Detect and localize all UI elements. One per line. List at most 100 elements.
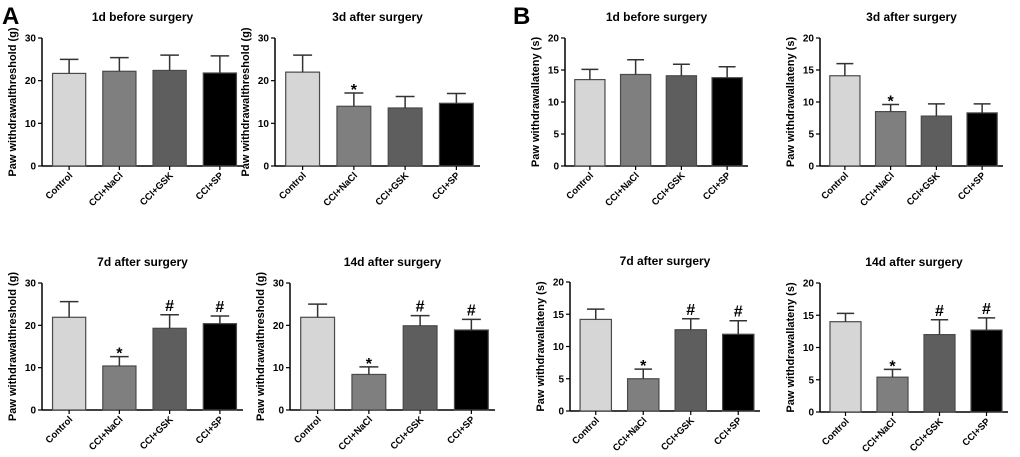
x-tick-label: CCI+SP: [712, 415, 745, 448]
y-tick-label: 0: [558, 407, 564, 418]
significance-hash: #: [686, 302, 695, 319]
y-tick-label: 20: [548, 34, 560, 45]
significance-hash: #: [734, 304, 743, 321]
bar-cci-sp: [966, 112, 998, 167]
y-tick-label: 15: [548, 66, 560, 77]
y-tick-label: 30: [273, 279, 285, 290]
bar-cci-sp: [711, 77, 743, 167]
chart-title: 1d before surgery: [92, 10, 194, 24]
x-tick-label: CCI+SP: [194, 170, 227, 203]
chart-title: 7d after surgery: [620, 254, 711, 268]
bar-control: [829, 321, 862, 413]
y-tick-label: 20: [803, 279, 815, 290]
chart-panel-a-1: 1d before surgery 0 10 20 30 Paw withdrawalth…: [7, 10, 243, 209]
bar-cci-nacl: [102, 70, 137, 167]
y-tick-label: 30: [258, 34, 270, 45]
chart-panel-a-4: 14d after surgery 0 10 20 30 Paw withdrawalth…: [255, 255, 495, 453]
x-tick-label: Control: [44, 414, 76, 446]
y-tick-label: 30: [25, 279, 37, 290]
bar-control: [51, 316, 87, 411]
y-tick-label: 10: [25, 119, 37, 130]
panel-label-a: A: [2, 3, 19, 30]
bar-cci-sp: [970, 329, 1003, 413]
y-axis-label: Paw withdrawalthreshold (g): [7, 27, 19, 176]
y-axis-label: Paw withdrawalthreshold (g): [7, 272, 19, 421]
x-tick-label: CCI+SP: [445, 414, 478, 447]
bar-cci-nacl: [626, 378, 660, 412]
x-tick-label: CCI+GSK: [373, 170, 411, 208]
y-tick-label: 0: [30, 406, 36, 417]
bar-cci-sp: [438, 102, 474, 167]
x-tick-label: CCI+SP: [430, 170, 463, 203]
x-tick-label: CCI+NaCl: [87, 170, 126, 209]
y-tick-label: 0: [808, 408, 814, 419]
x-tick-label: CCI+NaCl: [860, 416, 899, 455]
bar-cci-gsk: [402, 325, 438, 411]
x-tick-label: Control: [820, 416, 852, 448]
significance-hash: #: [165, 298, 174, 315]
y-tick-label: 5: [808, 375, 814, 386]
x-tick-label: CCI+NaCl: [87, 414, 126, 453]
x-tick-label: CCI+GSK: [138, 170, 176, 208]
chart-panel-b-4: 14d after surgery 0 5 10 15 20 Paw withdrawall…: [785, 255, 1008, 455]
significance-star: *: [116, 346, 123, 363]
significance-hash: #: [467, 302, 476, 319]
y-axis-label: Paw withdrawallateny (s): [530, 37, 542, 168]
y-tick-label: 15: [553, 310, 565, 321]
y-tick-label: 10: [553, 342, 565, 353]
bar-control: [285, 71, 321, 167]
bar-cci-sp: [202, 72, 238, 167]
y-tick-label: 30: [25, 34, 37, 45]
x-tick-label: CCI+GSK: [388, 414, 426, 452]
significance-hash: #: [982, 301, 991, 318]
y-tick-label: 10: [548, 98, 560, 109]
significance-star: *: [888, 94, 895, 111]
y-tick-label: 10: [803, 98, 815, 109]
y-tick-label: 0: [808, 162, 814, 173]
bar-cci-nacl: [102, 365, 137, 411]
significance-hash: #: [215, 299, 224, 316]
chart-panel-b-1: 1d before surgery 0 5 10 15 20 Paw withdrawall…: [530, 10, 748, 209]
x-tick-label: CCI+SP: [956, 170, 989, 203]
x-tick-label: CCI+SP: [960, 416, 993, 449]
bar-cci-gsk: [920, 115, 953, 167]
x-tick-label: CCI+NaCl: [603, 170, 642, 209]
chart-title: 14d after surgery: [344, 255, 442, 269]
y-axis-label: Paw withdrawallateny (s): [785, 37, 797, 168]
significance-star: *: [366, 356, 373, 373]
y-axis-label: Paw withdrawallateny (s): [785, 282, 797, 413]
significance-star: *: [351, 82, 358, 99]
significance-hash: #: [416, 299, 425, 316]
bar-cci-nacl: [351, 373, 387, 411]
y-tick-label: 5: [553, 130, 559, 141]
x-tick-label: Control: [570, 415, 602, 447]
significance-star: *: [889, 358, 896, 375]
bar-control: [829, 75, 861, 167]
y-tick-label: 20: [553, 278, 565, 289]
bar-cci-sp: [202, 323, 238, 411]
y-tick-label: 20: [273, 321, 285, 332]
chart-title: 3d after surgery: [332, 10, 423, 24]
chart-panel-b-2: 3d after surgery 0 5 10 15 20 Paw withdrawalla…: [785, 10, 1003, 209]
y-tick-label: 20: [803, 34, 815, 45]
x-tick-label: Control: [44, 170, 76, 202]
bar-cci-nacl: [619, 73, 652, 167]
x-tick-label: CCI+GSK: [138, 414, 176, 452]
x-tick-label: Control: [292, 414, 324, 446]
bar-cci-gsk: [152, 69, 187, 167]
x-tick-label: CCI+NaCl: [611, 415, 650, 454]
bar-cci-gsk: [665, 75, 698, 167]
bar-cci-gsk: [152, 327, 187, 411]
bar-cci-gsk: [387, 107, 423, 167]
y-tick-label: 10: [273, 363, 285, 374]
y-tick-label: 15: [803, 311, 815, 322]
y-tick-label: 5: [808, 130, 814, 141]
bar-control: [300, 316, 336, 411]
y-tick-label: 0: [263, 162, 269, 173]
chart-panel-a-3: 7d after surgery 0 10 20 30 Paw withdrawalthr…: [7, 255, 243, 453]
y-tick-label: 20: [258, 76, 270, 87]
y-tick-label: 5: [558, 374, 564, 385]
bar-control: [579, 318, 613, 412]
x-tick-label: CCI+NaCl: [336, 414, 375, 453]
